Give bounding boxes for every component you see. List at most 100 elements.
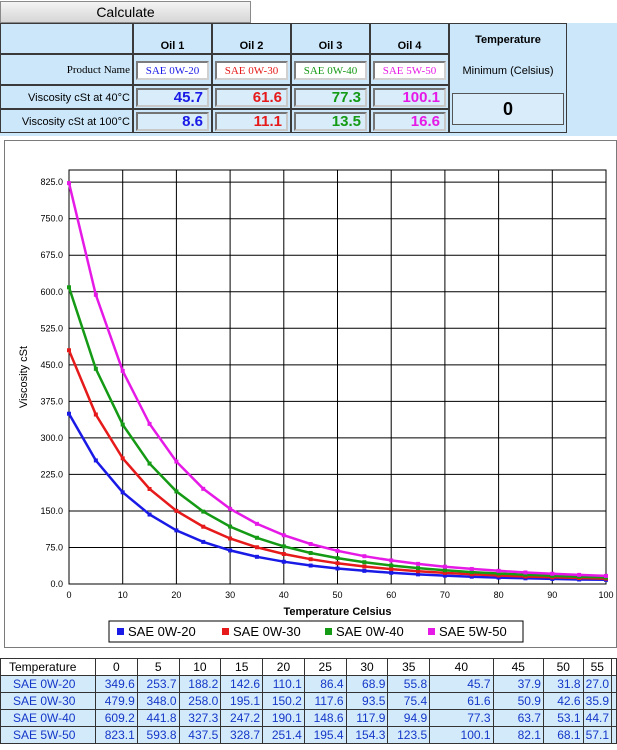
y-tick-label: 0.0	[50, 579, 63, 589]
data-point	[174, 508, 179, 513]
table-cell: 479.9	[95, 692, 138, 710]
y-tick-label: 525.0	[40, 323, 63, 333]
x-axis-label: Temperature Celsius	[283, 606, 391, 618]
table-temp-header: 15	[220, 658, 264, 676]
legend-swatch	[325, 628, 332, 635]
table-cell: 100.1	[429, 726, 494, 744]
table-cell: 195.4	[303, 726, 347, 744]
table-cell: 150.2	[262, 692, 305, 710]
table-cell: 57.1	[582, 726, 613, 744]
data-point	[308, 563, 313, 568]
table-cell: 593.8	[136, 726, 180, 744]
table-cell: 609.2	[95, 709, 138, 727]
data-point	[469, 570, 474, 575]
table-cell: 327.3	[178, 709, 222, 727]
data-point	[416, 569, 421, 574]
oil-4-product-cell: SAE 5W-50	[370, 54, 449, 85]
data-point	[281, 544, 286, 549]
data-point	[335, 561, 340, 566]
oil-2-v40-input[interactable]: 61.6	[215, 88, 288, 107]
oil-2-header-cell: Oil 2	[212, 23, 291, 54]
data-point	[67, 348, 71, 353]
table-cell: 142.6	[220, 675, 264, 693]
table-temp-header: 30	[345, 658, 389, 676]
data-point	[93, 458, 98, 463]
table-cell: 44.7	[582, 709, 613, 727]
table-header-row: Temperature 0 5 10 15 20 25 30 35 40 45 50 55	[0, 658, 617, 676]
table-cell: 349.6	[95, 675, 138, 693]
oil-3-product-input[interactable]: SAE 0W-40	[294, 61, 367, 80]
table-cell: 823.1	[95, 726, 138, 744]
table-overflow-cell	[611, 675, 617, 693]
table-cell: 75.4	[387, 692, 431, 710]
oil-4-product-input[interactable]: SAE 5W-50	[373, 61, 446, 80]
table-cell: 188.2	[178, 675, 222, 693]
data-point	[362, 554, 367, 559]
x-tick-label: 80	[494, 590, 504, 600]
data-point	[228, 536, 233, 541]
table-cell: 437.5	[178, 726, 222, 744]
table-cell: 63.7	[492, 709, 544, 727]
oil-1-v40-input[interactable]: 45.7	[136, 88, 209, 107]
oil-4-v40-input[interactable]: 100.1	[373, 88, 446, 107]
table-cell: 441.8	[136, 709, 180, 727]
table-cell: 61.6	[429, 692, 494, 710]
table-overflow-cell	[611, 709, 617, 727]
oil-3-v40-input[interactable]: 77.3	[294, 88, 367, 107]
data-point	[147, 421, 152, 426]
legend-label: SAE 5W-50	[439, 624, 507, 639]
oil-3-v100-input[interactable]: 13.5	[294, 112, 367, 131]
oil-1-v100-input[interactable]: 8.6	[136, 112, 209, 131]
oil-1-product-input[interactable]: SAE 0W-20	[136, 61, 209, 80]
oil-4-v100-input[interactable]: 16.6	[373, 112, 446, 131]
data-point	[281, 551, 286, 556]
y-tick-label: 300.0	[40, 433, 63, 443]
data-point	[120, 368, 125, 373]
data-point	[67, 181, 71, 186]
table-cell: 45.7	[429, 675, 494, 693]
data-point	[496, 575, 501, 580]
y-tick-label: 225.0	[40, 469, 63, 479]
chart-canvas: 0 10 20 30 40 50 60 70 80 90 100 0.0 75.0 150.0 225.0 3…	[18, 169, 614, 643]
data-point	[254, 554, 259, 559]
table-cell: 31.8	[542, 675, 584, 693]
calculate-button[interactable]: Calculate	[0, 1, 251, 23]
product-label-cell: Product Name	[0, 54, 133, 85]
table-header-label: Temperature	[0, 658, 97, 676]
table-overflow-cell	[611, 692, 617, 710]
table-cell: 82.1	[492, 726, 544, 744]
data-point	[308, 542, 313, 547]
v100-label: Viscosity cSt at 100°C	[21, 116, 130, 128]
data-point	[254, 545, 259, 550]
table-cell: 53.1	[542, 709, 584, 727]
table-overflow-cell	[611, 726, 617, 744]
data-point	[335, 556, 340, 561]
data-point	[147, 461, 152, 466]
product-name-label: Product Name	[66, 64, 130, 76]
table-row-name: SAE 5W-50	[0, 726, 97, 744]
oil-2-product-cell: SAE 0W-30	[212, 54, 291, 85]
table-cell: 328.7	[220, 726, 264, 744]
data-point	[120, 456, 125, 461]
oil-2-product-input[interactable]: SAE 0W-30	[215, 61, 288, 80]
data-point	[496, 568, 501, 573]
oil-1-v100-cell: 8.6	[133, 109, 212, 133]
table-cell: 77.3	[429, 709, 494, 727]
oil-3-v100-cell: 13.5	[291, 109, 370, 133]
oil-3-header: Oil 3	[318, 40, 343, 52]
data-point	[335, 548, 340, 553]
table-cell: 68.9	[345, 675, 389, 693]
data-point	[228, 548, 233, 553]
table-row-name: SAE 0W-30	[0, 692, 97, 710]
data-point	[281, 559, 286, 564]
data-point	[335, 566, 340, 571]
oil-2-v100-input[interactable]: 11.1	[215, 112, 288, 131]
data-point	[93, 292, 98, 297]
temperature-min-input[interactable]: 0	[452, 93, 564, 125]
data-point	[93, 366, 98, 371]
table-cell: 190.1	[262, 709, 305, 727]
table-temp-header: 20	[262, 658, 305, 676]
y-tick-label: 150.0	[40, 506, 63, 516]
oil-1-header: Oil 1	[160, 40, 185, 52]
data-point	[523, 572, 528, 577]
